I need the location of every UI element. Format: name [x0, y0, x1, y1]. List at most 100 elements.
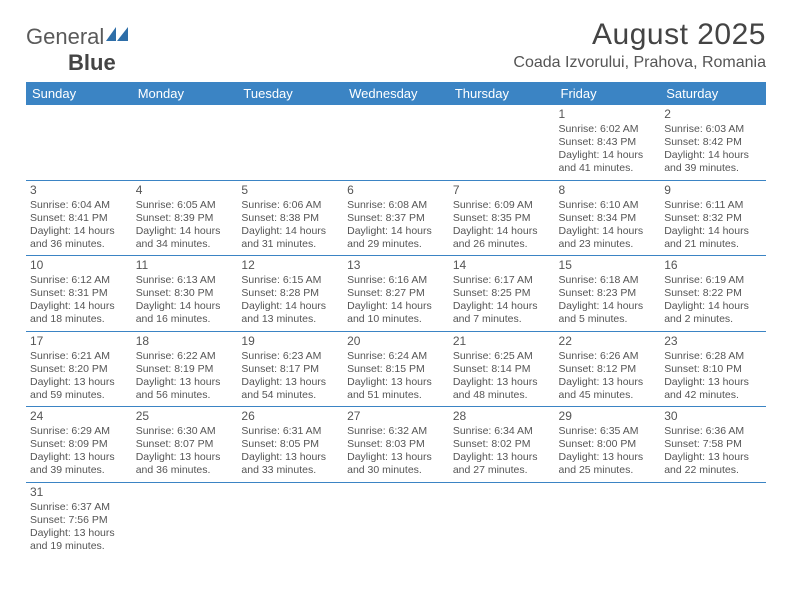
sunset-text: Sunset: 8:02 PM [453, 438, 551, 451]
weekday-header: Friday [555, 82, 661, 105]
daylight-text: Daylight: 13 hours and 51 minutes. [347, 376, 445, 402]
sunset-text: Sunset: 8:12 PM [559, 363, 657, 376]
day-number: 20 [347, 334, 445, 349]
calendar-cell: 20Sunrise: 6:24 AMSunset: 8:15 PMDayligh… [343, 331, 449, 407]
calendar-cell: 31Sunrise: 6:37 AMSunset: 7:56 PMDayligh… [26, 482, 132, 557]
calendar-cell: 7Sunrise: 6:09 AMSunset: 8:35 PMDaylight… [449, 180, 555, 256]
day-number: 11 [136, 258, 234, 273]
calendar-cell: 26Sunrise: 6:31 AMSunset: 8:05 PMDayligh… [237, 407, 343, 483]
calendar-week-row: 24Sunrise: 6:29 AMSunset: 8:09 PMDayligh… [26, 407, 766, 483]
calendar-cell [449, 482, 555, 557]
calendar-cell: 28Sunrise: 6:34 AMSunset: 8:02 PMDayligh… [449, 407, 555, 483]
header: GeneralBlue August 2025 Coada Izvorului,… [26, 18, 766, 76]
daylight-text: Daylight: 13 hours and 22 minutes. [664, 451, 762, 477]
daylight-text: Daylight: 14 hours and 5 minutes. [559, 300, 657, 326]
day-number: 3 [30, 183, 128, 198]
calendar-cell: 2Sunrise: 6:03 AMSunset: 8:42 PMDaylight… [660, 105, 766, 180]
sunrise-text: Sunrise: 6:29 AM [30, 425, 128, 438]
sunset-text: Sunset: 8:10 PM [664, 363, 762, 376]
calendar-cell: 3Sunrise: 6:04 AMSunset: 8:41 PMDaylight… [26, 180, 132, 256]
sunrise-text: Sunrise: 6:25 AM [453, 350, 551, 363]
calendar-cell: 22Sunrise: 6:26 AMSunset: 8:12 PMDayligh… [555, 331, 661, 407]
sunset-text: Sunset: 8:20 PM [30, 363, 128, 376]
sunrise-text: Sunrise: 6:24 AM [347, 350, 445, 363]
daylight-text: Daylight: 14 hours and 2 minutes. [664, 300, 762, 326]
sunrise-text: Sunrise: 6:17 AM [453, 274, 551, 287]
sunset-text: Sunset: 7:56 PM [30, 514, 128, 527]
calendar-cell [449, 105, 555, 180]
calendar-cell: 15Sunrise: 6:18 AMSunset: 8:23 PMDayligh… [555, 256, 661, 332]
daylight-text: Daylight: 13 hours and 45 minutes. [559, 376, 657, 402]
calendar-week-row: 17Sunrise: 6:21 AMSunset: 8:20 PMDayligh… [26, 331, 766, 407]
daylight-text: Daylight: 13 hours and 30 minutes. [347, 451, 445, 477]
sunset-text: Sunset: 8:31 PM [30, 287, 128, 300]
location: Coada Izvorului, Prahova, Romania [513, 54, 766, 72]
sunset-text: Sunset: 8:17 PM [241, 363, 339, 376]
sunrise-text: Sunrise: 6:21 AM [30, 350, 128, 363]
calendar-cell [26, 105, 132, 180]
calendar-cell: 29Sunrise: 6:35 AMSunset: 8:00 PMDayligh… [555, 407, 661, 483]
daylight-text: Daylight: 13 hours and 33 minutes. [241, 451, 339, 477]
daylight-text: Daylight: 14 hours and 10 minutes. [347, 300, 445, 326]
sunrise-text: Sunrise: 6:09 AM [453, 199, 551, 212]
day-number: 23 [664, 334, 762, 349]
calendar-cell: 13Sunrise: 6:16 AMSunset: 8:27 PMDayligh… [343, 256, 449, 332]
day-number: 9 [664, 183, 762, 198]
calendar-table: SundayMondayTuesdayWednesdayThursdayFrid… [26, 82, 766, 557]
calendar-cell: 16Sunrise: 6:19 AMSunset: 8:22 PMDayligh… [660, 256, 766, 332]
calendar-cell [343, 105, 449, 180]
title-block: August 2025 Coada Izvorului, Prahova, Ro… [513, 18, 766, 72]
sunrise-text: Sunrise: 6:10 AM [559, 199, 657, 212]
calendar-cell: 23Sunrise: 6:28 AMSunset: 8:10 PMDayligh… [660, 331, 766, 407]
calendar-cell [555, 482, 661, 557]
daylight-text: Daylight: 13 hours and 48 minutes. [453, 376, 551, 402]
daylight-text: Daylight: 14 hours and 36 minutes. [30, 225, 128, 251]
day-number: 4 [136, 183, 234, 198]
calendar-page: GeneralBlue August 2025 Coada Izvorului,… [0, 0, 792, 567]
calendar-week-row: 1Sunrise: 6:02 AMSunset: 8:43 PMDaylight… [26, 105, 766, 180]
calendar-cell: 21Sunrise: 6:25 AMSunset: 8:14 PMDayligh… [449, 331, 555, 407]
calendar-cell [132, 105, 238, 180]
calendar-cell [660, 482, 766, 557]
daylight-text: Daylight: 14 hours and 29 minutes. [347, 225, 445, 251]
sunrise-text: Sunrise: 6:30 AM [136, 425, 234, 438]
day-number: 31 [30, 485, 128, 500]
daylight-text: Daylight: 13 hours and 59 minutes. [30, 376, 128, 402]
calendar-cell [132, 482, 238, 557]
daylight-text: Daylight: 14 hours and 26 minutes. [453, 225, 551, 251]
day-number: 12 [241, 258, 339, 273]
sunrise-text: Sunrise: 6:35 AM [559, 425, 657, 438]
sunset-text: Sunset: 8:25 PM [453, 287, 551, 300]
day-number: 10 [30, 258, 128, 273]
calendar-cell: 14Sunrise: 6:17 AMSunset: 8:25 PMDayligh… [449, 256, 555, 332]
calendar-cell: 9Sunrise: 6:11 AMSunset: 8:32 PMDaylight… [660, 180, 766, 256]
daylight-text: Daylight: 13 hours and 54 minutes. [241, 376, 339, 402]
calendar-cell: 1Sunrise: 6:02 AMSunset: 8:43 PMDaylight… [555, 105, 661, 180]
weekday-header: Thursday [449, 82, 555, 105]
sunset-text: Sunset: 8:32 PM [664, 212, 762, 225]
sunset-text: Sunset: 7:58 PM [664, 438, 762, 451]
calendar-cell: 30Sunrise: 6:36 AMSunset: 7:58 PMDayligh… [660, 407, 766, 483]
brand-part2: Blue [68, 50, 116, 75]
day-number: 22 [559, 334, 657, 349]
sunrise-text: Sunrise: 6:37 AM [30, 501, 128, 514]
day-number: 19 [241, 334, 339, 349]
daylight-text: Daylight: 14 hours and 39 minutes. [664, 149, 762, 175]
day-number: 30 [664, 409, 762, 424]
sunrise-text: Sunrise: 6:32 AM [347, 425, 445, 438]
sunrise-text: Sunrise: 6:13 AM [136, 274, 234, 287]
brand-logo: GeneralBlue [26, 18, 135, 76]
day-number: 17 [30, 334, 128, 349]
sunset-text: Sunset: 8:43 PM [559, 136, 657, 149]
sunset-text: Sunset: 8:27 PM [347, 287, 445, 300]
day-number: 15 [559, 258, 657, 273]
day-number: 29 [559, 409, 657, 424]
sunset-text: Sunset: 8:14 PM [453, 363, 551, 376]
sunrise-text: Sunrise: 6:11 AM [664, 199, 762, 212]
calendar-week-row: 10Sunrise: 6:12 AMSunset: 8:31 PMDayligh… [26, 256, 766, 332]
calendar-header-row: SundayMondayTuesdayWednesdayThursdayFrid… [26, 82, 766, 105]
calendar-cell [237, 482, 343, 557]
day-number: 8 [559, 183, 657, 198]
day-number: 24 [30, 409, 128, 424]
sunrise-text: Sunrise: 6:18 AM [559, 274, 657, 287]
